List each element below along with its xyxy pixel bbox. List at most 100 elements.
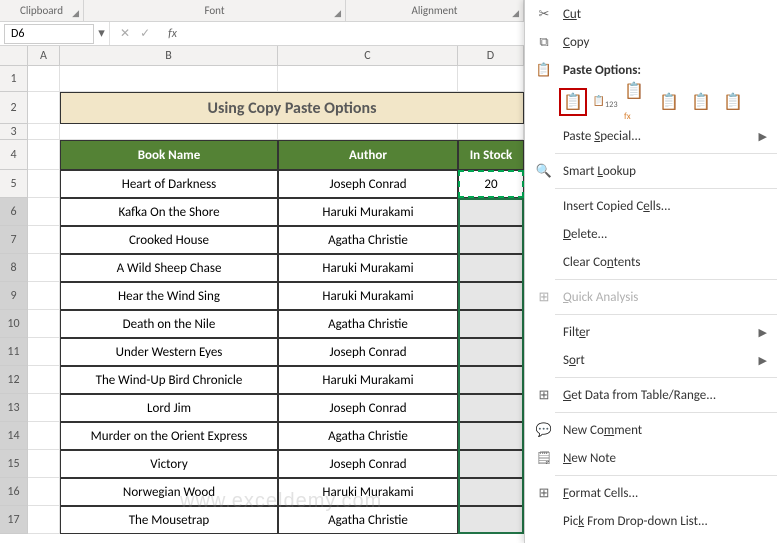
paste-option-transpose[interactable]: 📋 (655, 88, 683, 116)
cell-stock[interactable] (458, 338, 524, 366)
menu-filter[interactable]: Filter▶ (525, 318, 777, 346)
cell[interactable] (60, 124, 278, 140)
cell[interactable] (458, 124, 524, 140)
paste-option-link[interactable]: 📋 (719, 88, 747, 116)
cell[interactable] (28, 422, 60, 450)
row-num[interactable]: 13 (0, 394, 28, 422)
cell[interactable] (28, 124, 60, 140)
cell-stock[interactable] (458, 366, 524, 394)
cell-author[interactable]: Haruki Murakami (278, 282, 458, 310)
cell-book[interactable]: Kafka On the Shore (60, 198, 278, 226)
cell-book[interactable]: A Wild Sheep Chase (60, 254, 278, 282)
row-num[interactable]: 3 (0, 124, 28, 140)
header-stock[interactable]: In Stock (458, 140, 524, 170)
cell-book[interactable]: The Mousetrap (60, 506, 278, 534)
menu-define-name[interactable]: Define Name... (525, 535, 777, 543)
name-box-dropdown[interactable]: ▾ (94, 22, 110, 45)
cell-stock[interactable] (458, 198, 524, 226)
cell-author[interactable]: Agatha Christie (278, 422, 458, 450)
cell-author[interactable]: Joseph Conrad (278, 394, 458, 422)
cell-stock[interactable] (458, 310, 524, 338)
menu-pick-list[interactable]: Pick From Drop-down List... (525, 507, 777, 535)
cell-author[interactable]: Agatha Christie (278, 506, 458, 534)
row-num[interactable]: 17 (0, 506, 28, 534)
cell-author[interactable]: Agatha Christie (278, 310, 458, 338)
row-num[interactable]: 6 (0, 198, 28, 226)
menu-cut[interactable]: ✂Cut (525, 0, 777, 28)
cell-book[interactable]: Death on the Nile (60, 310, 278, 338)
cell[interactable] (278, 66, 458, 92)
cell-author[interactable]: Haruki Murakami (278, 198, 458, 226)
cell-book[interactable]: Norwegian Wood (60, 478, 278, 506)
cell-book[interactable]: Under Western Eyes (60, 338, 278, 366)
cell-book[interactable]: Murder on the Orient Express (60, 422, 278, 450)
paste-option-formulas[interactable]: 📋fx (623, 88, 651, 116)
menu-new-comment[interactable]: 💬New Comment (525, 416, 777, 444)
cell-author[interactable]: Joseph Conrad (278, 450, 458, 478)
title-cell[interactable]: Using Copy Paste Options (60, 92, 524, 124)
cell-stock[interactable] (458, 282, 524, 310)
cell-stock[interactable] (458, 506, 524, 534)
row-num[interactable]: 12 (0, 366, 28, 394)
cell-book[interactable]: The Wind-Up Bird Chronicle (60, 366, 278, 394)
menu-copy[interactable]: ⧉Copy (525, 28, 777, 56)
menu-clear[interactable]: Clear Contents (525, 248, 777, 276)
row-num[interactable]: 14 (0, 422, 28, 450)
cancel-icon[interactable]: ✕ (120, 26, 130, 41)
cell-author[interactable]: Haruki Murakami (278, 254, 458, 282)
menu-get-data[interactable]: ⊞Get Data from Table/Range... (525, 381, 777, 409)
cell-stock[interactable] (458, 394, 524, 422)
cell-stock[interactable] (458, 450, 524, 478)
row-num[interactable]: 10 (0, 310, 28, 338)
cell[interactable] (28, 450, 60, 478)
menu-smart-lookup[interactable]: 🔍Smart Lookup (525, 157, 777, 185)
col-D[interactable]: D (458, 46, 524, 65)
header-book[interactable]: Book Name (60, 140, 278, 170)
cell-stock[interactable]: 20 (458, 170, 524, 198)
cell-author[interactable]: Joseph Conrad (278, 338, 458, 366)
menu-format-cells[interactable]: ⊞Format Cells... (525, 479, 777, 507)
cell[interactable] (28, 394, 60, 422)
cell-author[interactable]: Haruki Murakami (278, 366, 458, 394)
cell-stock[interactable] (458, 254, 524, 282)
cell-book[interactable]: Crooked House (60, 226, 278, 254)
cell-stock[interactable] (458, 422, 524, 450)
row-num[interactable]: 2 (0, 92, 28, 124)
cell-book[interactable]: Hear the Wind Sing (60, 282, 278, 310)
cell[interactable] (28, 338, 60, 366)
row-num[interactable]: 7 (0, 226, 28, 254)
cell[interactable] (278, 124, 458, 140)
check-icon[interactable]: ✓ (140, 26, 150, 41)
cell[interactable] (28, 478, 60, 506)
menu-insert-copied[interactable]: Insert Copied Cells... (525, 192, 777, 220)
cell-author[interactable]: Agatha Christie (278, 226, 458, 254)
cell[interactable] (28, 226, 60, 254)
paste-option-formatting[interactable]: 📋 (687, 88, 715, 116)
name-box[interactable]: D6 (4, 24, 94, 44)
cell-book[interactable]: Victory (60, 450, 278, 478)
cell-stock[interactable] (458, 478, 524, 506)
row-num[interactable]: 9 (0, 282, 28, 310)
menu-new-note[interactable]: 🗒New Note (525, 444, 777, 472)
row-num[interactable]: 16 (0, 478, 28, 506)
cell-stock[interactable] (458, 226, 524, 254)
header-author[interactable]: Author (278, 140, 458, 170)
select-all-corner[interactable] (0, 46, 28, 65)
row-num[interactable]: 4 (0, 140, 28, 170)
cell[interactable] (28, 282, 60, 310)
cell[interactable] (28, 92, 60, 124)
paste-option-values[interactable]: 📋123 (591, 88, 619, 116)
row-num[interactable]: 8 (0, 254, 28, 282)
menu-paste-special[interactable]: Paste Special...▶ (525, 122, 777, 150)
cell-book[interactable]: Heart of Darkness (60, 170, 278, 198)
menu-delete[interactable]: Delete... (525, 220, 777, 248)
cell[interactable] (60, 66, 278, 92)
cell-book[interactable]: Lord Jim (60, 394, 278, 422)
row-num[interactable]: 1 (0, 66, 28, 92)
cell[interactable] (28, 506, 60, 534)
cell[interactable] (28, 310, 60, 338)
row-num[interactable]: 15 (0, 450, 28, 478)
cell[interactable] (28, 140, 60, 170)
cell[interactable] (28, 198, 60, 226)
cell[interactable] (28, 366, 60, 394)
